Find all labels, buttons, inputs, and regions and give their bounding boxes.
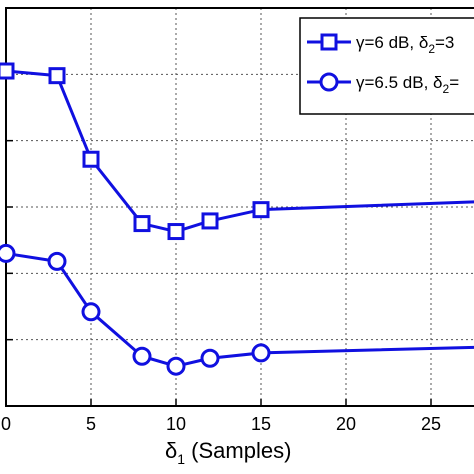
legend-label-1: γ=6 dB, δ2=3 bbox=[356, 33, 454, 56]
x-axis-label: δ1 (Samples) bbox=[165, 438, 291, 467]
series-1-square-point bbox=[252, 201, 270, 219]
series-2-circle-point bbox=[166, 356, 186, 376]
legend-entry-2: γ=6.5 dB, δ2= bbox=[307, 72, 459, 96]
series-1-square-point bbox=[82, 150, 100, 168]
x-tick-label: 15 bbox=[251, 414, 271, 434]
x-axis-label-main: δ bbox=[165, 438, 177, 463]
series-1 bbox=[0, 62, 474, 241]
series-1-square-point bbox=[167, 223, 185, 241]
series-2 bbox=[0, 243, 474, 376]
axis-ticks: 0 5 10 15 20 25 bbox=[1, 7, 441, 434]
x-tick-label: 20 bbox=[336, 414, 356, 434]
legend-circle-marker bbox=[319, 72, 339, 92]
x-axis-label-subscript: 1 bbox=[177, 451, 185, 467]
x-axis-label-rest: (Samples) bbox=[185, 438, 291, 463]
series-1-square-point bbox=[0, 62, 15, 80]
legend-label-2-end: = bbox=[449, 73, 459, 92]
legend-entry-1: γ=6 dB, δ2=3 bbox=[307, 33, 454, 56]
x-tick-label: 5 bbox=[86, 414, 96, 434]
series-2-circle-point bbox=[200, 348, 220, 368]
series-1-square-point bbox=[201, 212, 219, 230]
legend-label-2-main: γ=6.5 dB, δ bbox=[356, 73, 443, 92]
series-group bbox=[0, 62, 474, 376]
x-tick-label: 10 bbox=[166, 414, 186, 434]
series-1-square-point bbox=[48, 67, 66, 85]
legend-label-2: γ=6.5 dB, δ2= bbox=[356, 73, 459, 96]
series-2-circle-point bbox=[47, 251, 67, 271]
series-1-square-point bbox=[133, 215, 151, 233]
legend-label-1-sub: 2 bbox=[428, 42, 435, 56]
legend-square-marker bbox=[320, 33, 338, 51]
legend: γ=6 dB, δ2=3 γ=6.5 dB, δ2= bbox=[299, 17, 474, 115]
legend-label-1-main: γ=6 dB, δ bbox=[356, 33, 428, 52]
x-tick-label: 25 bbox=[421, 414, 441, 434]
legend-label-2-sub: 2 bbox=[443, 82, 450, 96]
series-2-circle-point bbox=[0, 243, 16, 263]
series-2-circle-point bbox=[132, 346, 152, 366]
x-tick-label: 0 bbox=[1, 414, 11, 434]
series-2-circle-point bbox=[81, 302, 101, 322]
legend-label-1-end: =3 bbox=[435, 33, 454, 52]
series-2-circle-point bbox=[251, 343, 271, 363]
series-2-line bbox=[5, 251, 474, 368]
